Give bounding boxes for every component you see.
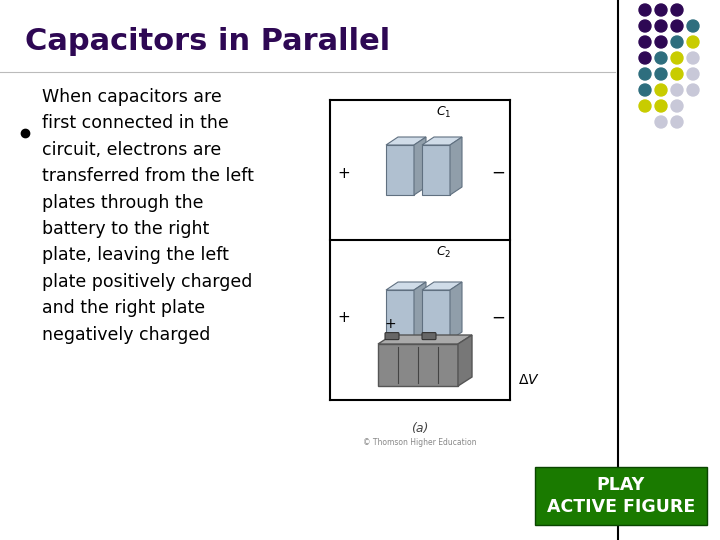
Circle shape (655, 84, 667, 96)
Circle shape (655, 20, 667, 32)
Polygon shape (414, 137, 426, 195)
Circle shape (687, 52, 699, 64)
Polygon shape (422, 290, 450, 340)
Polygon shape (386, 145, 414, 195)
Circle shape (655, 100, 667, 112)
Text: +: + (384, 317, 396, 331)
Polygon shape (422, 145, 450, 195)
Circle shape (671, 116, 683, 128)
Polygon shape (458, 335, 472, 386)
Circle shape (687, 84, 699, 96)
Circle shape (639, 84, 651, 96)
Circle shape (687, 68, 699, 80)
Text: (a): (a) (411, 422, 428, 435)
Text: Capacitors in Parallel: Capacitors in Parallel (25, 28, 390, 57)
Polygon shape (422, 137, 462, 145)
Circle shape (687, 20, 699, 32)
Polygon shape (386, 282, 426, 290)
Circle shape (655, 68, 667, 80)
Circle shape (639, 20, 651, 32)
Text: +: + (337, 310, 350, 326)
Circle shape (639, 100, 651, 112)
Polygon shape (378, 335, 472, 344)
FancyBboxPatch shape (535, 467, 707, 525)
Circle shape (639, 4, 651, 16)
Polygon shape (450, 137, 462, 195)
Text: PLAY
ACTIVE FIGURE: PLAY ACTIVE FIGURE (547, 476, 695, 516)
Circle shape (639, 52, 651, 64)
Circle shape (655, 52, 667, 64)
Circle shape (655, 36, 667, 48)
FancyBboxPatch shape (422, 333, 436, 340)
Circle shape (655, 4, 667, 16)
Circle shape (687, 36, 699, 48)
Text: © Thomson Higher Education: © Thomson Higher Education (364, 438, 477, 447)
Text: −: − (491, 309, 505, 327)
Circle shape (671, 100, 683, 112)
Polygon shape (386, 137, 426, 145)
Circle shape (639, 36, 651, 48)
Polygon shape (450, 282, 462, 340)
Circle shape (671, 20, 683, 32)
Circle shape (671, 36, 683, 48)
Circle shape (671, 52, 683, 64)
Text: When capacitors are
first connected in the
circuit, electrons are
transferred fr: When capacitors are first connected in t… (42, 88, 254, 343)
Polygon shape (414, 282, 426, 340)
Polygon shape (378, 344, 458, 386)
Circle shape (671, 4, 683, 16)
Text: −: − (491, 164, 505, 182)
Text: $C_1$: $C_1$ (436, 105, 451, 120)
Polygon shape (422, 282, 462, 290)
Circle shape (671, 68, 683, 80)
Circle shape (639, 68, 651, 80)
Circle shape (671, 84, 683, 96)
Text: $C_2$: $C_2$ (436, 245, 451, 260)
FancyBboxPatch shape (385, 333, 399, 340)
Text: $\Delta V$: $\Delta V$ (518, 373, 540, 387)
Text: +: + (337, 165, 350, 180)
Circle shape (655, 116, 667, 128)
Polygon shape (386, 290, 414, 340)
